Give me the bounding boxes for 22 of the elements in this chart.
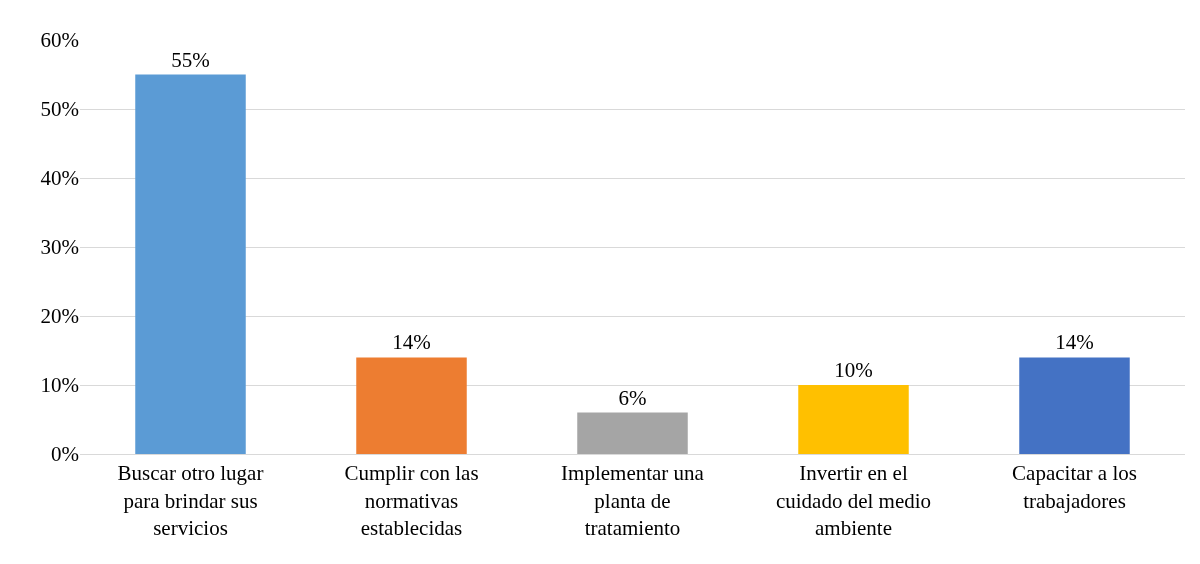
x-tick-label: Cumplir con las normativas establecidas: [344, 461, 479, 540]
data-label: 6%: [618, 385, 647, 410]
bar: [798, 385, 909, 454]
x-tick-label: Implementar una planta de tratamiento: [561, 461, 705, 540]
y-tick-label: 0%: [51, 442, 79, 467]
y-tick-label: 10%: [40, 373, 79, 398]
data-label: 55%: [171, 47, 210, 72]
y-tick-label: 60%: [40, 28, 79, 53]
x-tick-label: Capacitar a los trabajadores: [1012, 461, 1137, 513]
bar: [1019, 357, 1130, 454]
data-label: 10%: [834, 358, 873, 382]
y-tick-label: 30%: [40, 235, 79, 260]
y-tick-label: 40%: [40, 166, 79, 191]
bar: [135, 74, 246, 454]
y-tick-label: 50%: [40, 97, 79, 122]
x-tick-label: Invertir en el cuidado del medio ambiente: [775, 461, 932, 540]
y-tick-label: 20%: [40, 304, 79, 329]
bar: [356, 357, 467, 454]
x-tick-label: Buscar otro lugar para brindar sus servicios: [117, 461, 264, 540]
data-label: 14%: [1055, 330, 1094, 355]
data-label: 14%: [392, 330, 431, 355]
bar: [577, 412, 688, 454]
